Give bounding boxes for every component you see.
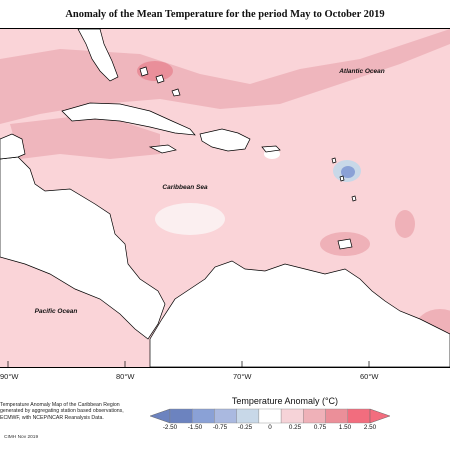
central-america-land	[0, 156, 166, 340]
map-edge-ticks	[7, 361, 370, 367]
legend-swatch	[347, 408, 371, 424]
anomaly-patch-east	[395, 210, 415, 238]
cuba-land	[61, 102, 196, 136]
bahamas-island-3	[171, 88, 181, 97]
copyright-text: CIMH Nov 2019	[4, 435, 39, 440]
bahamas-island-2	[155, 74, 165, 84]
map-canvas: Atlantic Ocean Caribbean Sea Pacific Oce…	[0, 29, 450, 367]
legend-swatch	[325, 408, 348, 424]
credit-line-2: generated by aggregating station based o…	[0, 408, 124, 415]
legend-swatch	[214, 408, 237, 424]
label-atlantic-ocean: Atlantic Ocean	[338, 68, 385, 75]
lon-label-90w: 90°W	[0, 372, 19, 381]
lesser-antilles-1	[331, 157, 337, 164]
label-caribbean-sea: Caribbean Sea	[162, 184, 208, 191]
bahamas-island-1	[139, 66, 149, 77]
jamaica-land	[148, 144, 177, 154]
label-pacific-ocean: Pacific Ocean	[35, 308, 78, 315]
lon-label-70w: 70°W	[233, 372, 252, 381]
anomaly-band-north	[0, 29, 450, 124]
legend-tick-label: 2.50	[363, 424, 377, 431]
lesser-antilles-3	[351, 195, 357, 202]
land-masses	[0, 29, 450, 367]
legend-swatch	[169, 408, 193, 424]
anomaly-band-gulf	[10, 117, 160, 159]
legend-swatch	[303, 408, 326, 424]
neutral-patch-caribbean	[155, 203, 225, 235]
trinidad-land	[337, 238, 353, 250]
yucatan-land	[0, 133, 26, 160]
legend-swatch	[280, 408, 304, 424]
legend-tick-label: -0.25	[237, 424, 253, 431]
legend-swatch	[258, 408, 282, 424]
legend-tick-label: 0.75	[313, 424, 327, 431]
legend-tick-label: 0.25	[288, 424, 302, 431]
credit-line-3: ECMWF, with NCEP/NCAR Reanalysis Data.	[0, 414, 104, 421]
legend-tick-label: -0.75	[212, 424, 228, 431]
map-credit: Temperature Anomaly Map of the Caribbean…	[0, 402, 150, 421]
lesser-antilles-2	[339, 175, 345, 182]
map-title: Anomaly of the Mean Temperature for the …	[65, 9, 385, 20]
south-america-land	[149, 260, 450, 367]
legend-swatch	[192, 408, 215, 424]
legend-tick-label: 0	[268, 424, 272, 431]
legend-swatches	[150, 408, 390, 424]
anomaly-map: Atlantic Ocean Caribbean Sea Pacific Oce…	[0, 28, 450, 368]
cool-patch-inner	[341, 166, 355, 178]
lon-label-60w: 60°W	[360, 372, 379, 381]
anomaly-patch-bahamas	[137, 61, 173, 81]
puerto-rico-land	[261, 145, 281, 153]
hispaniola-land	[199, 128, 251, 152]
legend-arrow-low	[150, 408, 171, 424]
legend-tick-label: -2.50	[162, 424, 178, 431]
credit-line-1: Temperature Anomaly Map of the Caribbean…	[0, 402, 120, 408]
legend-tick-label: -1.50	[187, 424, 203, 431]
legend-arrow-high	[369, 408, 390, 424]
florida-land	[77, 29, 119, 82]
legend-title: Temperature Anomaly (°C)	[231, 396, 339, 406]
legend-swatch	[236, 408, 260, 424]
legend-tick-label: 1.50	[338, 424, 352, 431]
lon-label-80w: 80°W	[116, 372, 135, 381]
legend-colorbar	[150, 408, 390, 424]
